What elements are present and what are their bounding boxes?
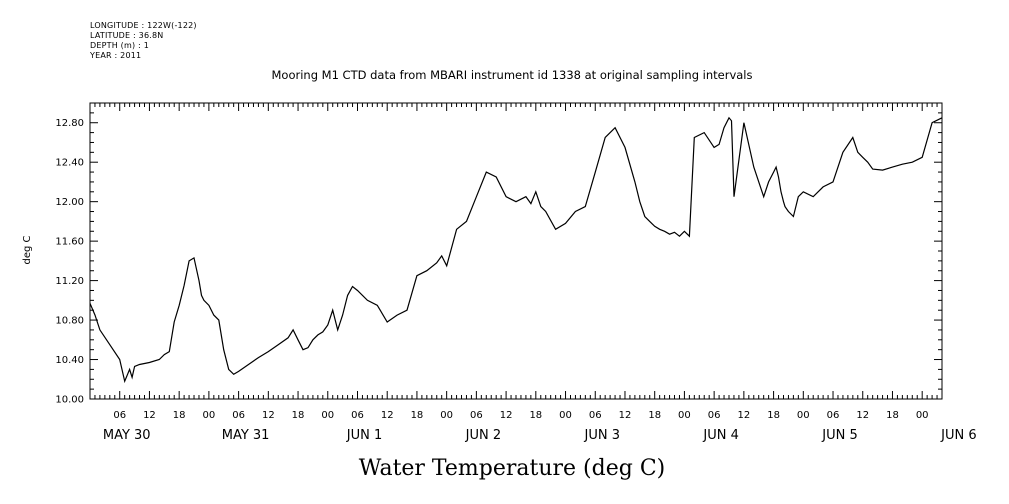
y-tick-label: 12.80 [55, 118, 84, 129]
x-day-label: JUN 4 [702, 428, 738, 443]
x-day-label: MAY 30 [103, 428, 151, 443]
metadata-latitude: LATITUDE : 36.8N [90, 31, 164, 40]
x-hour-tick-label: 06 [589, 410, 602, 421]
y-tick-label: 10.00 [55, 395, 84, 406]
x-hour-tick-label: 18 [648, 410, 661, 421]
x-hour-tick-label: 00 [916, 410, 929, 421]
x-hour-tick-label: 00 [559, 410, 572, 421]
x-hour-tick-label: 12 [856, 410, 869, 421]
y-axis-label: deg C [22, 235, 33, 264]
x-hour-tick-label: 18 [886, 410, 899, 421]
x-hour-tick-label: 18 [529, 410, 542, 421]
x-hour-tick-label: 12 [737, 410, 750, 421]
x-hour-tick-label: 06 [470, 410, 483, 421]
x-day-label: JUN 3 [584, 428, 620, 443]
x-hour-tick-label: 12 [381, 410, 394, 421]
plot-frame [89, 102, 943, 400]
x-hour-tick-label: 06 [232, 410, 245, 421]
y-tick-label: 10.40 [55, 355, 84, 366]
x-hour-tick-label: 00 [321, 410, 334, 421]
x-hour-tick-label: 12 [500, 410, 513, 421]
x-hour-tick-label: 12 [262, 410, 275, 421]
y-tick-label: 11.60 [55, 237, 84, 248]
x-hour-tick-label: 06 [351, 410, 364, 421]
x-hour-tick-label: 12 [143, 410, 156, 421]
y-tick-label: 10.80 [55, 316, 84, 327]
y-tick-label: 12.00 [55, 197, 84, 208]
y-tick-label: 11.20 [55, 276, 84, 287]
x-hour-tick-label: 12 [619, 410, 632, 421]
x-hour-tick-label: 00 [797, 410, 810, 421]
x-hour-tick-label: 18 [292, 410, 305, 421]
metadata-year: YEAR : 2011 [90, 51, 142, 60]
chart-title: Mooring M1 CTD data from MBARI instrumen… [272, 68, 753, 82]
x-day-label: JUN 1 [346, 428, 382, 443]
x-hour-tick-label: 06 [827, 410, 840, 421]
metadata-block: LONGITUDE : 122W(-122) LATITUDE : 36.8N … [90, 21, 197, 61]
metadata-longitude: LONGITUDE : 122W(-122) [90, 21, 197, 30]
water-temperature-series-line [89, 116, 943, 384]
x-day-label: JUN 6 [940, 428, 976, 443]
x-day-label: JUN 2 [465, 428, 501, 443]
x-hour-tick-label: 06 [708, 410, 721, 421]
x-hour-tick-label: 18 [411, 410, 424, 421]
y-tick-label: 12.40 [55, 158, 84, 169]
x-hour-tick-label: 18 [767, 410, 780, 421]
x-hour-tick-label: 18 [173, 410, 186, 421]
x-hour-tick-label: 00 [203, 410, 216, 421]
metadata-depth: DEPTH (m) : 1 [90, 41, 149, 50]
x-hour-tick-label: 00 [440, 410, 453, 421]
x-hour-tick-label: 06 [113, 410, 126, 421]
x-axis-label: Water Temperature (deg C) [359, 456, 666, 481]
x-day-label: JUN 5 [821, 428, 857, 443]
x-day-label: MAY 31 [222, 428, 270, 443]
x-hour-tick-label: 00 [678, 410, 691, 421]
